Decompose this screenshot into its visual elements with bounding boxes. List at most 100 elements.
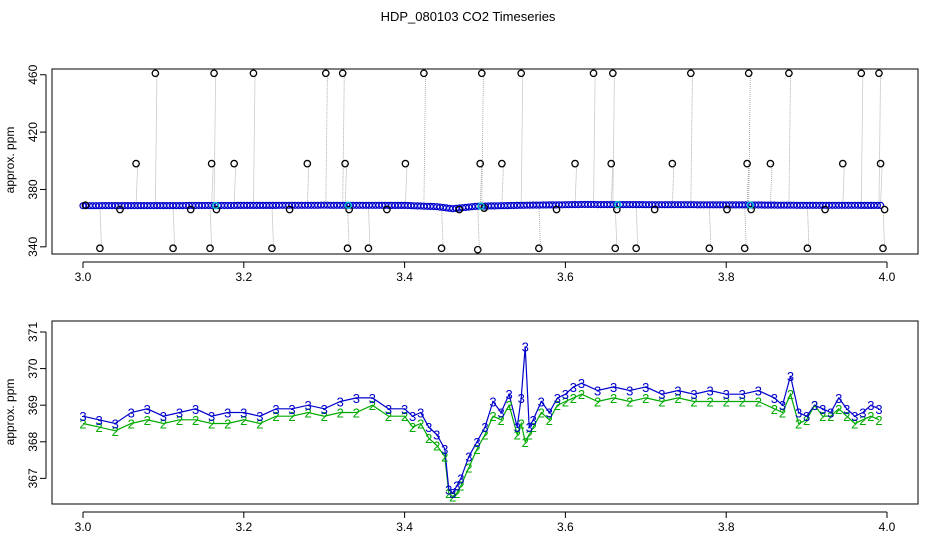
top-connector-line: [690, 73, 693, 205]
top-outlier-point: [879, 244, 887, 253]
bottom-series-marker: 2: [409, 420, 416, 435]
bottom-series-marker: 3: [570, 380, 577, 395]
bottom-series-marker: 3: [445, 482, 452, 497]
bottom-series-marker: 2: [433, 438, 440, 453]
bottom-series-marker: 3: [538, 395, 545, 410]
top-connector-line: [325, 73, 328, 206]
top-connector-line: [520, 73, 524, 206]
top-outlier-point: [611, 244, 620, 253]
top-outlier-point: [821, 205, 829, 214]
bottom-series-marker: 3: [385, 402, 392, 417]
top-outlier-point: [723, 205, 731, 214]
bottom-y-tick-label: 369: [26, 395, 40, 415]
bottom-series-lines: [82, 346, 880, 498]
top-outlier-point: [212, 205, 221, 214]
top-outlier-point: [613, 205, 621, 214]
bottom-series-marker: 3: [811, 398, 818, 413]
top-connector-line: [368, 205, 371, 249]
bottom-series-marker: 3: [859, 406, 866, 421]
bottom-series-marker: 2: [610, 391, 617, 406]
bottom-series-marker: 2: [674, 391, 681, 406]
bottom-series-marker: 3: [546, 406, 553, 421]
top-x-tick-label: 3.6: [557, 270, 574, 284]
bottom-series-marker: 3: [658, 387, 665, 402]
top-connector-line: [172, 205, 176, 249]
top-connector-line: [610, 163, 614, 205]
bottom-series-marker: 3: [337, 395, 344, 410]
bottom-series-marker: 3: [224, 406, 231, 421]
top-outlier-point: [477, 69, 486, 78]
bottom-series-marker: 3: [321, 402, 328, 417]
top-outlier-point: [857, 69, 866, 78]
top-outlier-point: [96, 244, 104, 253]
bottom-series-marker: 3: [453, 479, 460, 494]
bottom-series-marker: 3: [626, 384, 633, 399]
bottom-series-marker: 3: [433, 428, 440, 443]
top-outlier-point: [207, 159, 216, 168]
top-outlier-point: [364, 244, 373, 253]
bottom-series-marker: 2: [518, 417, 525, 432]
top-connector-line: [671, 163, 675, 205]
top-baseline-points: [79, 200, 885, 213]
top-outlier-point: [303, 159, 312, 168]
bottom-series-marker: 2: [570, 391, 577, 406]
top-connector-line: [99, 205, 102, 249]
bottom-series-marker: 2: [554, 398, 561, 413]
bottom-series-marker: 3: [739, 387, 746, 402]
top-outlier-point: [210, 69, 218, 78]
bottom-series-marker: 3: [465, 449, 472, 464]
top-outlier-point: [268, 244, 276, 253]
bottom-series-marker: 3: [795, 406, 802, 421]
bottom-series-marker: 2: [851, 417, 858, 432]
top-outlier-point: [338, 69, 347, 78]
bottom-series-marker: 2: [795, 417, 802, 432]
bottom-series-marker: 3: [160, 409, 167, 424]
top-connector-line: [748, 73, 751, 205]
bottom-series-marker: 3: [95, 413, 102, 428]
bottom-series-marker: 2: [369, 398, 376, 413]
bottom-series-marker: 2: [240, 413, 247, 428]
bottom-series-marker: 2: [304, 406, 311, 421]
bottom-series-marker: 2: [224, 417, 231, 432]
bottom-series-marker: 3: [144, 402, 151, 417]
bottom-series-marker: 3: [803, 409, 810, 424]
bottom-series-marker: 2: [144, 413, 151, 428]
top-cyan-marker: [344, 201, 352, 209]
bottom-series-marker: 3: [594, 384, 601, 399]
bottom-x-tick-label: 3.0: [75, 520, 92, 534]
bottom-series-marker: 3: [610, 380, 617, 395]
bottom-series-marker: 2: [690, 395, 697, 410]
top-baseline-marker: [876, 201, 885, 209]
bottom-series-marker: 2: [445, 486, 452, 501]
top-connector-line: [788, 73, 791, 206]
bottom-series-marker: 2: [522, 435, 529, 450]
bottom-series-marker: 3: [481, 420, 488, 435]
bottom-series-marker: 3: [417, 406, 424, 421]
top-outlier-point: [668, 159, 677, 168]
top-outlier-point: [473, 245, 482, 254]
top-connector-line: [306, 163, 310, 206]
top-outlier-point: [589, 69, 598, 78]
top-y-tick-label: 420: [26, 122, 40, 142]
bottom-series-marker: 2: [843, 409, 850, 424]
top-outlier-point: [116, 205, 124, 214]
top-x-tick-label: 3.0: [75, 270, 92, 284]
bottom-series-marker: 2: [867, 409, 874, 424]
bottom-series-marker: 2: [176, 413, 183, 428]
bottom-series-marker: 2: [514, 428, 521, 443]
top-connector-line: [211, 163, 214, 206]
top-connector-line: [481, 73, 484, 207]
top-outlier-point: [437, 244, 446, 253]
top-connector-line: [807, 205, 810, 249]
bottom-series-marker: 2: [819, 409, 826, 424]
bottom-series-marker: 3: [522, 340, 529, 355]
bottom-series-marker: 3: [401, 402, 408, 417]
top-connector-line: [538, 205, 541, 249]
bottom-series-line: [82, 346, 880, 494]
bottom-series-marker: 3: [353, 391, 360, 406]
bottom-series-marker: 3: [526, 420, 533, 435]
top-outlier-point: [345, 205, 353, 214]
top-connector-line: [860, 73, 864, 206]
